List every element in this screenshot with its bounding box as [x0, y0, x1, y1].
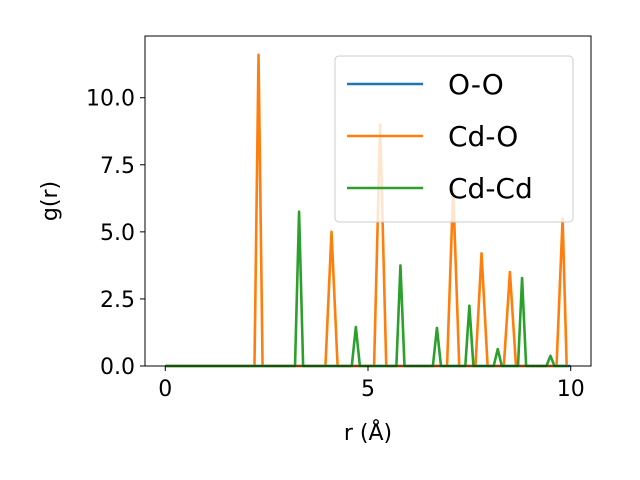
y-tick-label: 0.0: [100, 355, 135, 380]
x-tick-label: 10: [557, 377, 585, 402]
y-axis-label: g(r): [38, 181, 63, 221]
legend-label: Cd-O: [448, 120, 518, 153]
y-tick-label: 10.0: [86, 87, 135, 112]
x-axis-label: r (Å): [344, 419, 392, 446]
x-axis-ticks: 0 5 10: [158, 366, 585, 402]
y-tick-label: 5.0: [100, 221, 135, 246]
legend-box: [334, 55, 574, 223]
legend-label: Cd-Cd: [448, 172, 533, 205]
legend: O-O Cd-O Cd-Cd: [334, 55, 574, 223]
y-tick-label: 7.5: [100, 154, 135, 179]
x-tick-label: 5: [361, 377, 375, 402]
x-tick-label: 0: [158, 377, 172, 402]
y-axis-ticks: 0.0 2.5 5.0 7.5 10.0: [86, 87, 145, 380]
legend-label: O-O: [448, 68, 504, 101]
y-tick-label: 2.5: [100, 288, 135, 313]
